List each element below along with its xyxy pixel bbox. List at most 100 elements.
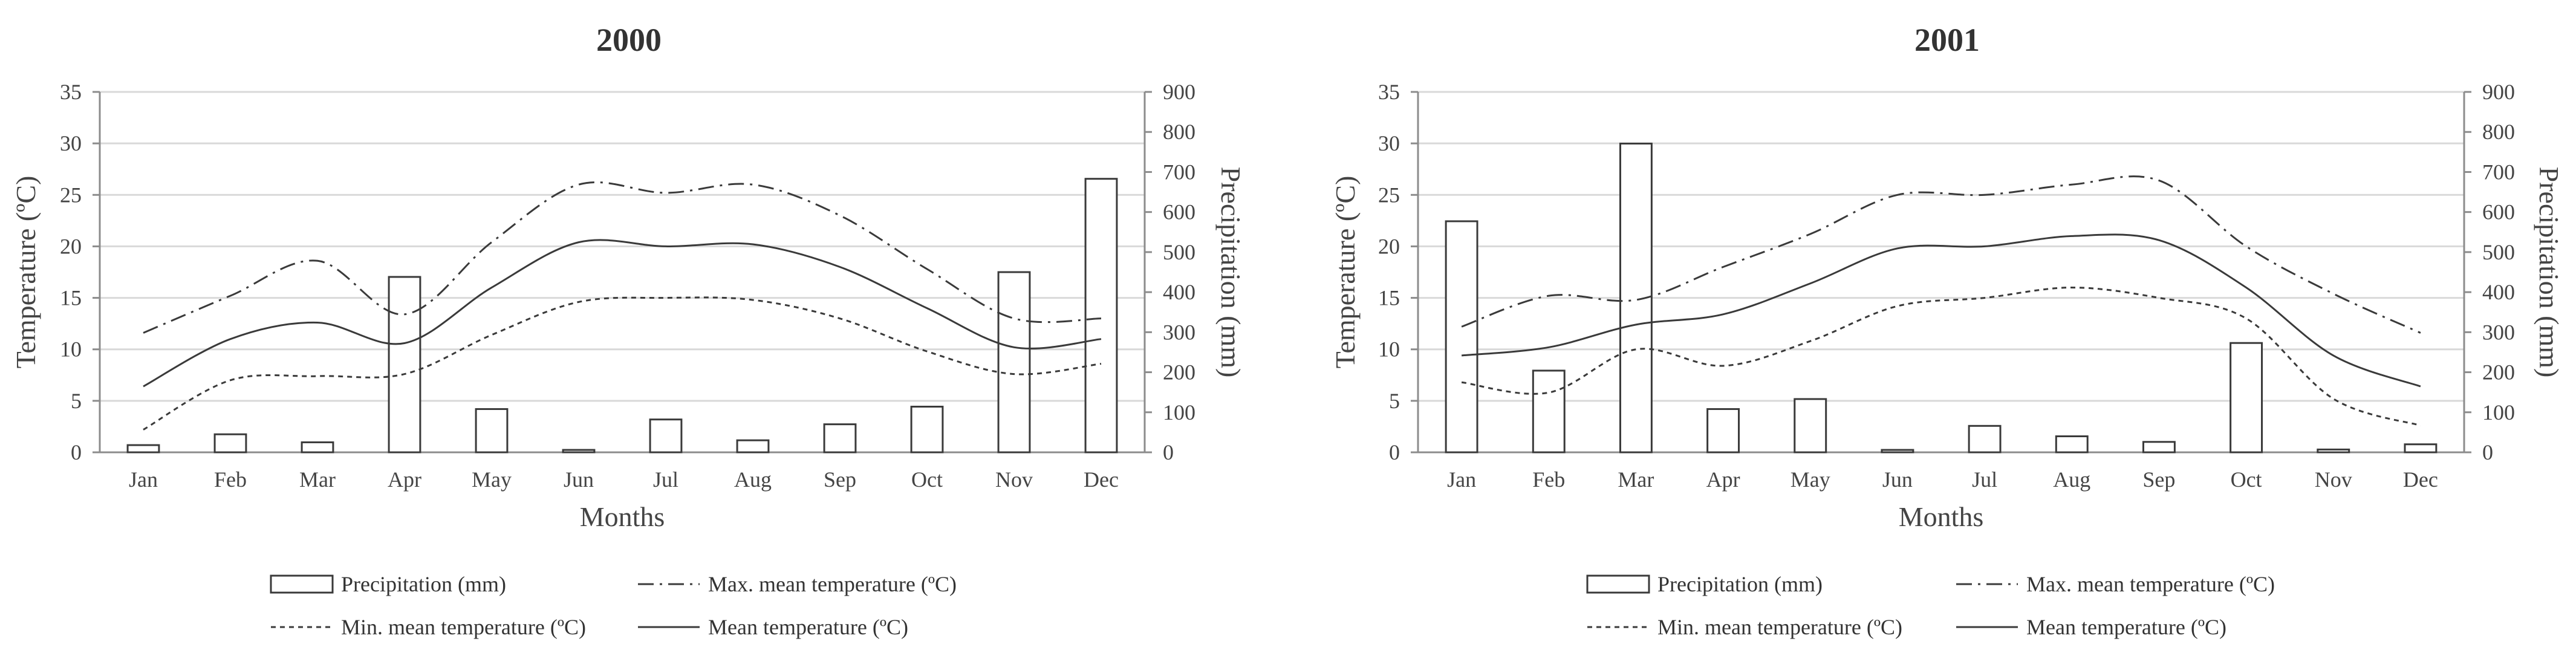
x-tick-label: Sep (2142, 467, 2175, 492)
precipitation-bar (1794, 398, 1827, 454)
x-tick-label: Dec (2403, 467, 2438, 492)
y-tick-label: 30 (60, 131, 82, 155)
x-tick-label: Sep (824, 467, 856, 492)
series-line-dotted (1461, 287, 2421, 427)
y2-axis-label: Precipitation (mm) (1215, 167, 1246, 378)
y2-tick-label: 700 (1163, 160, 1195, 184)
series-line-dashdot (1461, 175, 2421, 334)
y-tick-label: 10 (1378, 337, 1400, 362)
precipitation-bar (1881, 449, 1914, 454)
precipitation-bar (1084, 178, 1118, 454)
precipitation-bar (213, 433, 247, 454)
precipitation-bar (1445, 220, 1478, 454)
x-tick-label: Apr (1706, 467, 1740, 492)
legend-label: Precipitation (mm) (341, 572, 506, 596)
legend-swatch-bar (1586, 574, 1650, 594)
x-tick-label: Mar (299, 467, 336, 492)
y2-tick-label: 400 (1163, 280, 1195, 304)
y2-tick-label: 500 (1163, 240, 1195, 264)
x-tick-label: Oct (911, 467, 943, 492)
y-tick-label: 35 (1378, 80, 1400, 104)
y2-tick-label: 400 (2482, 280, 2515, 304)
y2-tick-label: 900 (2482, 80, 2515, 104)
y-tick-label: 25 (1378, 183, 1400, 207)
y2-tick-label: 200 (1163, 360, 1195, 385)
x-tick-label: Apr (388, 467, 421, 492)
precipitation-bar (910, 406, 944, 454)
x-tick-label: Nov (995, 467, 1033, 492)
precipitation-bar (2142, 441, 2176, 454)
chart-title: 2001 (1914, 22, 1980, 58)
precipitation-bar (736, 439, 770, 454)
x-tick-label: May (1791, 467, 1830, 492)
y-tick-label: 15 (60, 286, 82, 310)
precipitation-bar (2055, 435, 2089, 454)
y2-tick-label: 500 (2482, 240, 2515, 264)
precipitation-bar (2230, 342, 2263, 454)
x-tick-label: Feb (1532, 467, 1565, 492)
y2-tick-label: 300 (2482, 320, 2515, 344)
legend-swatch-bar (270, 574, 334, 594)
y2-tick-label: 0 (1163, 440, 1174, 464)
x-tick-label: Feb (214, 467, 247, 492)
x-tick-label: Jul (1972, 467, 1997, 492)
series-line-solid (143, 239, 1102, 388)
precipitation-bar (823, 423, 857, 454)
x-tick-label: Oct (2231, 467, 2262, 492)
precipitation-bar (1706, 408, 1740, 454)
x-tick-label: Jan (1447, 467, 1476, 492)
x-axis-label: Months (1899, 501, 1984, 532)
legend-label: Precipitation (mm) (1657, 572, 1823, 596)
legend: Precipitation (mm) Max. mean temperature … (270, 572, 957, 639)
y-tick-label: 35 (60, 80, 82, 104)
legend-label: Min. mean temperature (ºC) (341, 615, 586, 639)
chart-2001: 2001 0 5 10 15 20 25 30 35 0 100 200 300 400 500 600 700… (1330, 22, 2565, 639)
precipitation-bar (126, 444, 160, 454)
y2-tick-label: 100 (2482, 400, 2515, 424)
legend-label: Mean temperature (ºC) (2026, 615, 2226, 639)
y-tick-label: 15 (1378, 286, 1400, 310)
y2-tick-label: 700 (2482, 160, 2515, 184)
y-tick-label: 25 (60, 183, 82, 207)
precipitation-bar (388, 276, 421, 454)
y2-tick-label: 0 (2482, 440, 2493, 464)
x-tick-label: Jan (129, 467, 158, 492)
x-tick-label: Dec (1084, 467, 1119, 492)
x-tick-label: Nov (2315, 467, 2352, 492)
series-line-dashdot (143, 181, 1102, 334)
precipitation-bar (562, 449, 596, 454)
precipitation-bar (1532, 369, 1566, 454)
y2-tick-label: 600 (2482, 200, 2515, 224)
y-tick-label: 30 (1378, 131, 1400, 155)
precipitation-bar (1968, 424, 2002, 454)
y-tick-label: 0 (71, 440, 82, 464)
y-tick-label: 5 (71, 389, 82, 413)
y2-tick-label: 200 (2482, 360, 2515, 385)
y2-tick-label: 100 (1163, 400, 1195, 424)
y-axis-label: Temperature (ºC) (10, 176, 41, 369)
x-tick-label: Mar (1618, 467, 1654, 492)
x-tick-label: Aug (2053, 467, 2090, 492)
y2-tick-label: 300 (1163, 320, 1195, 344)
y2-tick-label: 600 (1163, 200, 1195, 224)
legend-label: Max. mean temperature (ºC) (708, 572, 957, 596)
legend: Precipitation (mm) Max. mean temperature … (1586, 572, 2275, 639)
x-tick-label: Aug (734, 467, 772, 492)
y2-axis-label: Precipitation (mm) (2534, 167, 2565, 378)
x-tick-label: Jun (1882, 467, 1913, 492)
chart-title: 2000 (596, 22, 662, 58)
precipitation-bar (2317, 448, 2350, 454)
y2-tick-label: 800 (1163, 120, 1195, 144)
y-axis-label: Temperature (ºC) (1330, 176, 1361, 369)
legend-label: Max. mean temperature (ºC) (2026, 572, 2275, 596)
series-line-dotted (143, 296, 1102, 431)
y-tick-label: 10 (60, 337, 82, 362)
y2-tick-label: 900 (1163, 80, 1195, 104)
x-tick-label: Jul (653, 467, 678, 492)
x-tick-label: May (472, 467, 512, 492)
x-axis-label: Months (580, 501, 665, 532)
x-tick-label: Jun (564, 467, 594, 492)
legend-label: Mean temperature (ºC) (708, 615, 908, 639)
precipitation-bar (2404, 443, 2438, 454)
